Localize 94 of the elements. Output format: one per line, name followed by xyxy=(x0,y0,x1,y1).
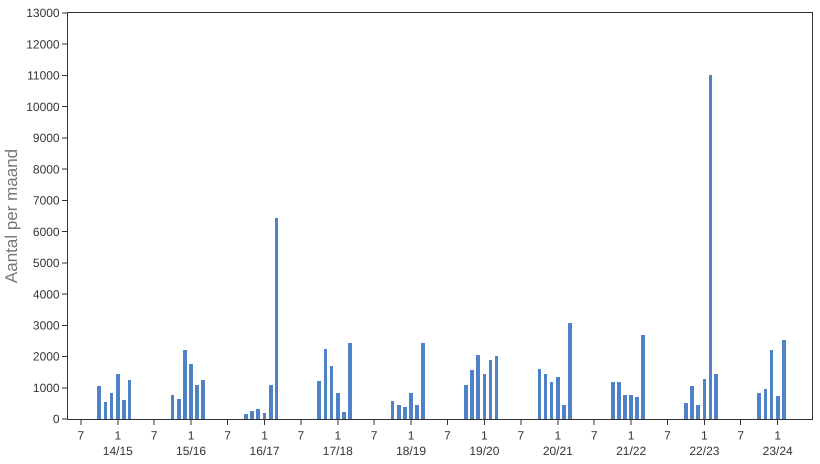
bar xyxy=(110,393,113,419)
x-tick-label: 1 16/17 xyxy=(250,428,280,458)
bar xyxy=(635,397,639,419)
bar xyxy=(764,389,767,419)
bar xyxy=(415,405,419,419)
x-tick-label: 7 xyxy=(590,428,598,442)
bar xyxy=(263,413,266,419)
bar xyxy=(189,364,193,419)
x-tick-label: 7 xyxy=(298,428,305,442)
x-tick-label: 1 14/15 xyxy=(102,428,134,458)
bar xyxy=(568,323,572,419)
x-tick-label: 1 20/21 xyxy=(542,428,574,458)
x-tick-label: 7 xyxy=(737,428,744,442)
x-tick-label: 1 18/19 xyxy=(396,428,426,458)
bar xyxy=(391,401,394,419)
bar xyxy=(495,356,498,419)
bar xyxy=(538,369,541,419)
bar xyxy=(116,374,120,419)
bar xyxy=(330,366,333,419)
y-tick-label: 13000 xyxy=(26,6,60,20)
bar xyxy=(483,374,486,419)
bar xyxy=(275,218,278,419)
y-tick-label: 4000 xyxy=(32,287,60,302)
x-tick-label: 7 xyxy=(518,428,525,442)
y-tick-label: 0 xyxy=(52,412,60,426)
bar xyxy=(317,381,321,419)
bar xyxy=(269,385,273,419)
bar xyxy=(629,395,633,419)
x-tick-label: 7 xyxy=(224,428,232,442)
bar xyxy=(195,385,199,419)
bar xyxy=(690,386,694,419)
y-tick-label: 1000 xyxy=(32,380,60,395)
bar xyxy=(177,399,181,419)
bar xyxy=(684,403,688,419)
bar xyxy=(122,400,126,419)
bar xyxy=(709,75,712,419)
x-tick-label: 7 xyxy=(444,428,452,442)
bar xyxy=(244,414,248,419)
bar xyxy=(562,405,566,419)
bar xyxy=(104,402,107,419)
bar xyxy=(556,377,560,419)
x-tick-label: 1 15/16 xyxy=(176,428,206,458)
bar xyxy=(421,343,425,419)
bar xyxy=(757,393,761,419)
bar xyxy=(128,380,131,419)
y-tick-label: 10000 xyxy=(26,100,60,114)
bar xyxy=(403,407,407,419)
bar xyxy=(464,385,468,419)
y-tick-label: 6000 xyxy=(32,224,60,239)
x-tick-label: 1 17/18 xyxy=(322,428,354,458)
bar xyxy=(324,349,327,419)
bar xyxy=(250,411,254,419)
x-tick-label: 1 19/20 xyxy=(469,428,500,458)
bar xyxy=(97,386,101,419)
bar xyxy=(703,379,706,419)
bar xyxy=(489,360,492,419)
y-tick-label: 3000 xyxy=(32,318,60,333)
x-tick-label: 7 xyxy=(78,428,85,442)
bar xyxy=(470,370,474,419)
bar xyxy=(397,405,401,419)
y-axis-title: Aantal per maand xyxy=(2,148,21,284)
bar xyxy=(409,393,413,419)
bar xyxy=(776,396,780,419)
bar xyxy=(696,405,700,419)
x-tick-label: 7 xyxy=(664,428,672,442)
bar xyxy=(476,355,480,419)
bar xyxy=(256,409,260,419)
bar xyxy=(544,374,547,419)
y-tick-label: 2000 xyxy=(32,350,60,364)
bar xyxy=(714,374,718,419)
x-tick-label: 1 22/23 xyxy=(689,428,720,458)
bar xyxy=(342,412,346,419)
x-tick-label: 1 21/22 xyxy=(616,428,646,458)
bar xyxy=(183,350,187,419)
y-tick-label: 9000 xyxy=(32,131,60,146)
bar xyxy=(623,395,627,419)
x-tick-label: 7 xyxy=(370,428,378,442)
y-tick-label: 7000 xyxy=(32,194,60,208)
bar xyxy=(336,393,340,419)
bar xyxy=(550,382,553,419)
y-tick-label: 12000 xyxy=(26,37,60,52)
bar xyxy=(348,343,352,419)
bar xyxy=(782,340,786,419)
bar xyxy=(171,395,174,419)
y-tick-label: 5000 xyxy=(32,256,60,270)
y-tick-label: 11000 xyxy=(27,68,60,83)
bar xyxy=(617,382,621,419)
x-tick-label: 1 23/24 xyxy=(762,428,794,458)
bar xyxy=(770,350,773,419)
bar xyxy=(201,380,205,419)
bar xyxy=(641,335,645,419)
x-tick-label: 7 xyxy=(150,428,158,442)
y-tick-label: 8000 xyxy=(32,162,60,176)
bar xyxy=(611,382,615,419)
